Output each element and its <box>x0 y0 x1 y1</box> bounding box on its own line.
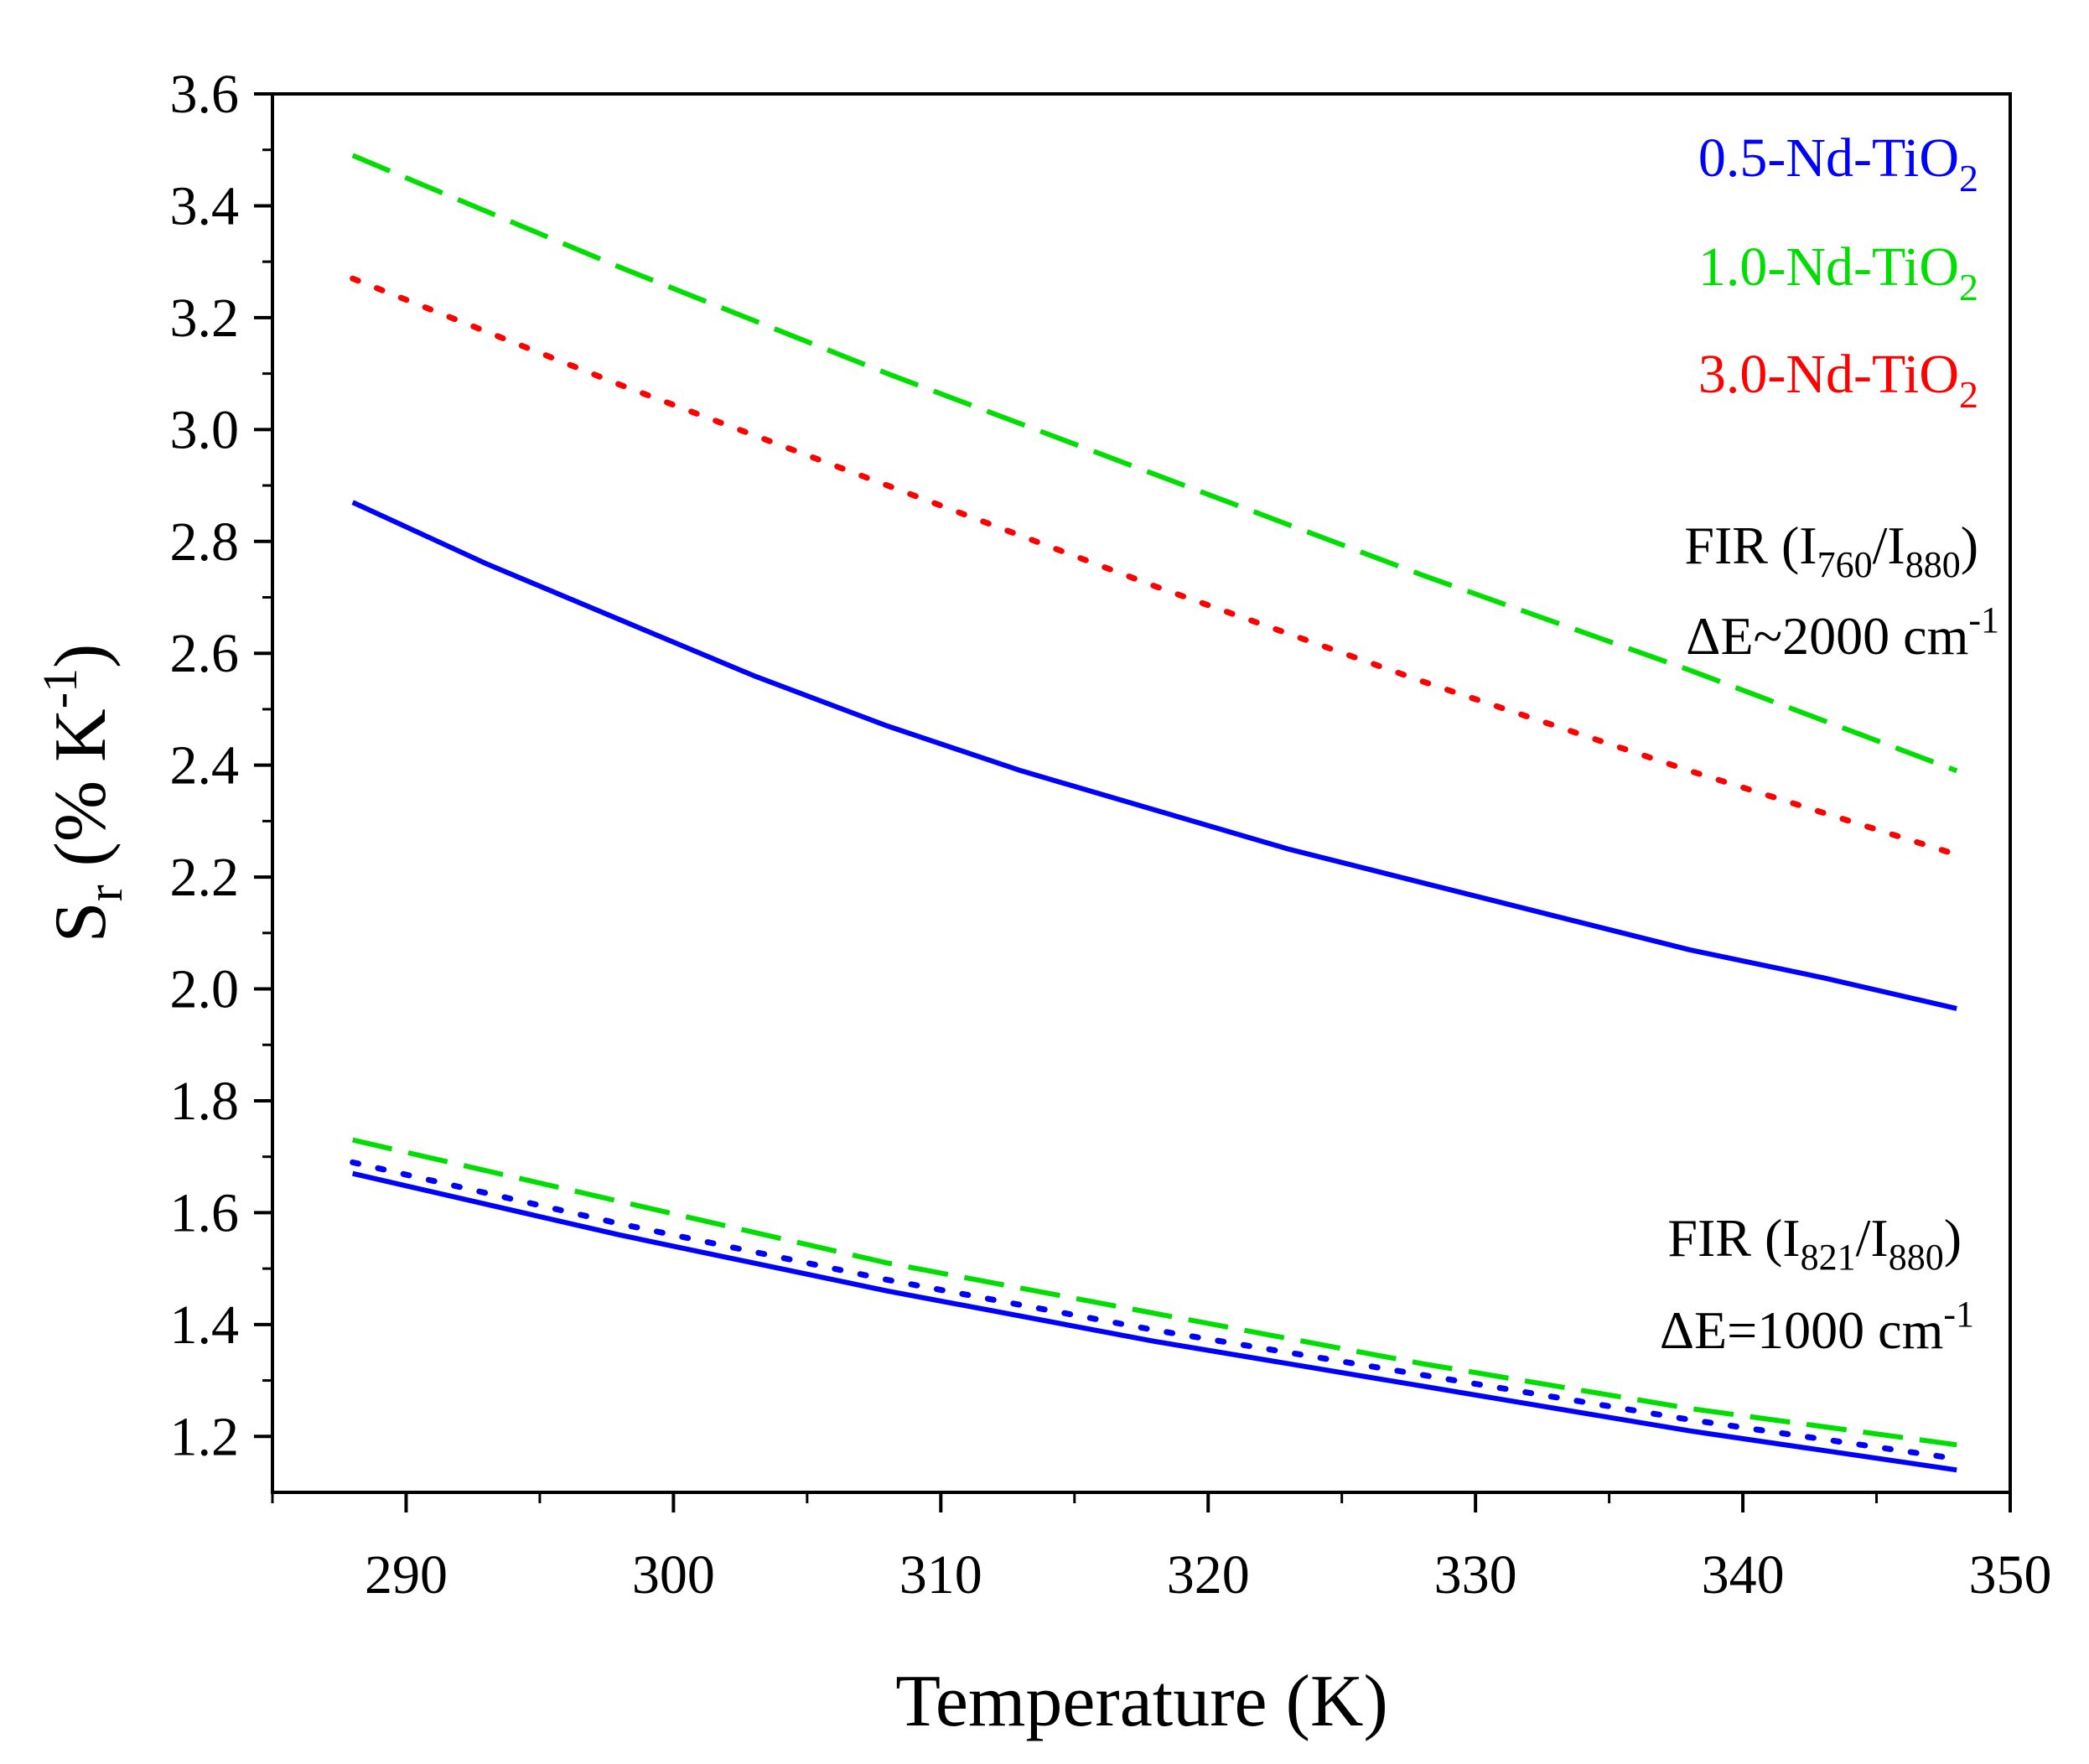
legend-item-0: 0.5-Nd-TiO2 <box>1698 127 1978 200</box>
y-tick-label: 3.0 <box>170 399 240 460</box>
y-tick-label: 2.0 <box>170 959 240 1020</box>
y-tick-label: 3.4 <box>170 175 240 236</box>
annotation-fir-821-line2: ΔE=1000 cm-1 <box>1660 1294 1974 1360</box>
y-tick-label: 3.2 <box>170 288 240 349</box>
y-tick-label: 2.8 <box>170 511 240 573</box>
plot-frame <box>271 92 2012 1494</box>
x-tick-label: 350 <box>1969 1544 2052 1606</box>
series-line-1 <box>350 275 1960 858</box>
y-axis-ticks: 1.2 1.4 1.6 1.8 2.0 2.2 2.4 2.6 2.8 3.0 3.2 3.4 3.6 <box>170 64 272 1467</box>
x-tick-label: 340 <box>1702 1544 1785 1606</box>
legend: 0.5-Nd-TiO2 1.0-Nd-TiO2 3.0-Nd-TiO2 <box>1698 127 1978 416</box>
y-axis-title: Sr (% K-1) <box>33 644 132 943</box>
y-tick-label: 1.4 <box>170 1294 240 1356</box>
y-tick-label: 2.4 <box>170 735 240 796</box>
y-tick-label: 1.8 <box>170 1071 240 1132</box>
x-axis-title: Temperature (K) <box>895 1661 1388 1742</box>
x-axis-ticks: 290 300 310 320 330 340 350 <box>271 1492 2052 1606</box>
annotation-fir-760-line1: FIR (I760/I880) <box>1684 516 1978 585</box>
series-layer <box>350 153 1960 1473</box>
y-tick-label: 3.6 <box>170 64 240 125</box>
annotation-fir-760: FIR (I760/I880) ΔE~2000 cm-1 <box>1684 516 1999 666</box>
legend-item-1: 1.0-Nd-TiO2 <box>1698 236 1978 309</box>
x-tick-label: 290 <box>365 1544 448 1606</box>
x-tick-label: 330 <box>1434 1544 1517 1606</box>
annotation-fir-821: FIR (I821/I880) ΔE=1000 cm-1 <box>1660 1208 1974 1360</box>
y-tick-label: 2.6 <box>170 623 240 684</box>
series-line-0 <box>351 153 1958 774</box>
x-tick-label: 300 <box>632 1544 715 1606</box>
series-line-3 <box>352 1137 1957 1448</box>
annotation-fir-760-line2: ΔE~2000 cm-1 <box>1686 599 1999 666</box>
series-line-5 <box>352 1170 1957 1473</box>
x-tick-label: 310 <box>899 1544 982 1606</box>
legend-item-2: 3.0-Nd-TiO2 <box>1698 344 1978 416</box>
annotation-fir-821-line1: FIR (I821/I880) <box>1667 1208 1962 1278</box>
y-tick-label: 1.2 <box>170 1406 240 1467</box>
y-tick-label: 1.6 <box>170 1182 240 1243</box>
series-line-2 <box>351 500 1957 1011</box>
y-tick-label: 2.2 <box>170 847 240 908</box>
x-tick-label: 320 <box>1167 1544 1250 1606</box>
